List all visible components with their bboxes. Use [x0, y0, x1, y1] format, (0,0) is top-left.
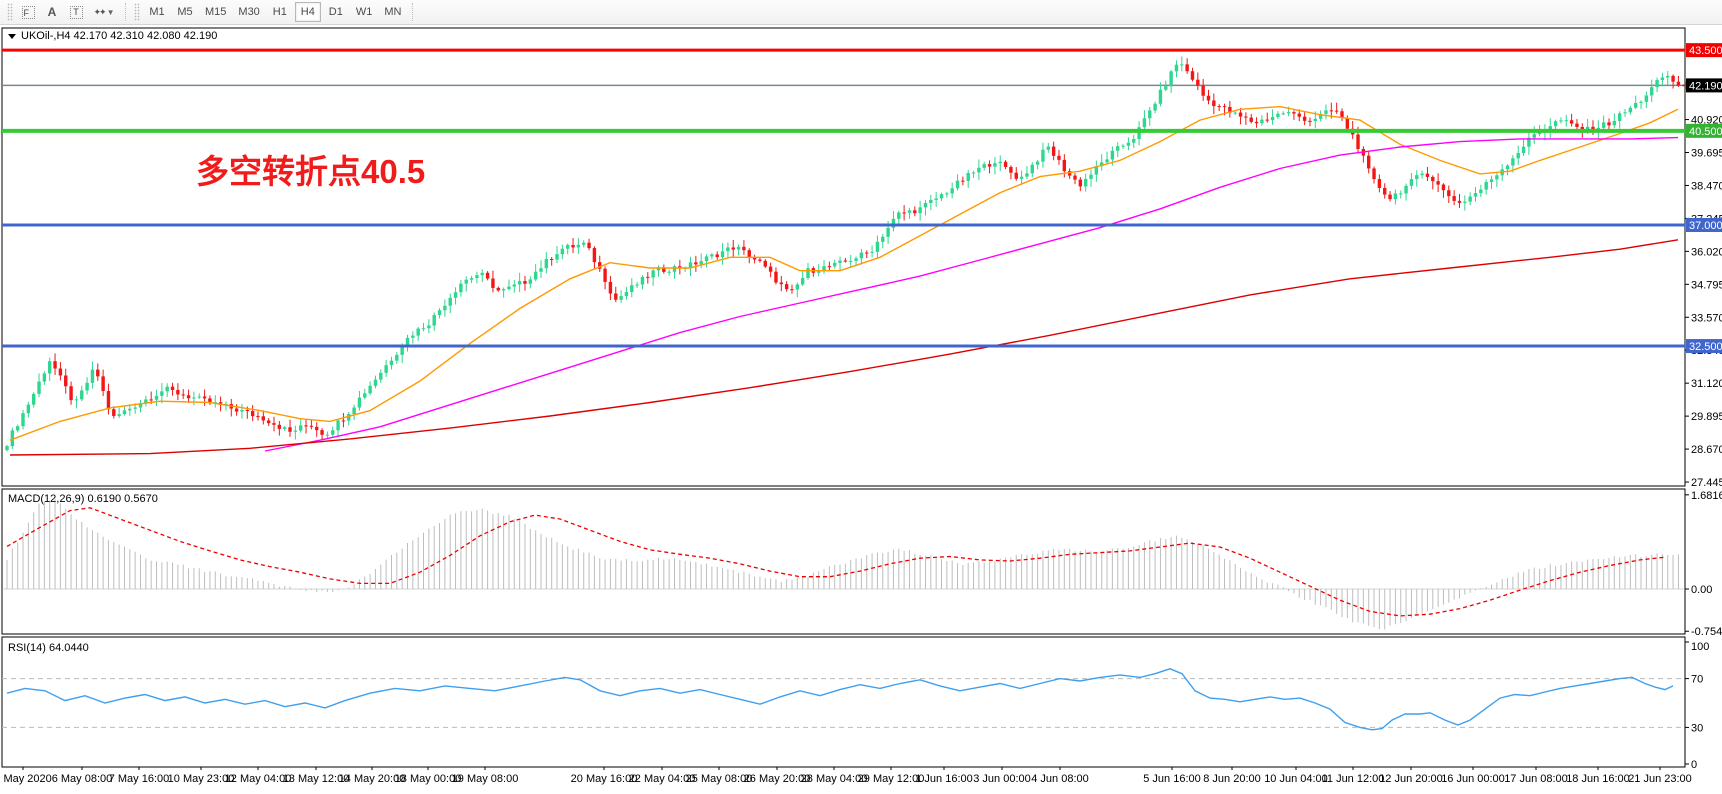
time-axis-label: 18 Jun 16:00: [1566, 773, 1630, 785]
macd-axis-label: 0.00: [1691, 584, 1712, 596]
shapes-dropdown-icon[interactable]: ✦✦ ▼: [93, 6, 115, 17]
time-axis-label: 1 Jun 16:00: [915, 773, 973, 785]
time-axis-label: 5 May 2020: [0, 773, 52, 785]
price-badge-label: 42.190: [1689, 80, 1722, 92]
macd-axis-label: 1.6816: [1691, 490, 1722, 502]
macd-pane-border: [1, 488, 1686, 635]
price-badge-40.500: [1686, 123, 1722, 138]
time-axis-label: 20 May 16:00: [571, 773, 638, 785]
timeframe-button-m15[interactable]: M15: [205, 6, 227, 18]
time-axis-label: 13 May 12:00: [283, 773, 350, 785]
time-axis-label: 10 Jun 04:00: [1264, 773, 1328, 785]
rsi-axis-label: 30: [1691, 722, 1703, 734]
chart-canvas[interactable]: UKOil-,H4 42.170 42.310 42.080 42.190 多空转…: [0, 25, 1722, 794]
price-badge-37.000: [1686, 218, 1722, 232]
time-axis-label: 25 May 08:00: [686, 773, 753, 785]
timeframe-button-h1[interactable]: H1: [272, 6, 287, 18]
time-axis-label: 16 Jun 00:00: [1441, 773, 1505, 785]
time-axis-label: 11 Jun 12:00: [1322, 773, 1385, 785]
chevron-down-icon: ▼: [106, 7, 115, 17]
text-a-icon[interactable]: A: [47, 5, 57, 19]
time-axis-label: 26 May 20:00: [744, 773, 811, 785]
time-axis-label: 8 Jun 20:00: [1203, 773, 1261, 785]
time-axis-label: 17 Jun 08:00: [1504, 773, 1568, 785]
text-label-icon[interactable]: T: [65, 2, 87, 22]
time-axis-label: 5 Jun 16:00: [1143, 773, 1201, 785]
macd-pane: MACD(12,26,9) 0.6190 0.5670 1.6816 0.00 -0.…: [2, 490, 1722, 638]
price-tick-label: 38.470: [1691, 180, 1722, 192]
price-tick-label: 31.120: [1691, 378, 1722, 390]
price-axis: 40.92039.69538.47037.24536.02034.79533.5…: [1685, 43, 1722, 489]
timeframe-button-w1[interactable]: W1: [355, 6, 373, 18]
price-tick-label: 29.895: [1691, 411, 1722, 423]
price-badge-label: 37.000: [1689, 220, 1722, 232]
price-tick-label: 40.920: [1691, 115, 1722, 127]
rsi-pane-border: [1, 636, 1686, 768]
timeframe-button-m5[interactable]: M5: [177, 6, 193, 18]
candles: [5, 56, 1681, 452]
timeframe-button-d1[interactable]: D1: [328, 6, 343, 18]
price-badge-32.500: [1686, 339, 1722, 354]
timeframe-button-m30[interactable]: M30: [238, 6, 260, 18]
toolbar-drag-handle[interactable]: [7, 3, 13, 21]
timeframe-button-mn[interactable]: MN: [384, 6, 402, 18]
annotation-text[interactable]: 多空转折点40.5: [196, 153, 425, 190]
rsi-axis-label: 100: [1691, 641, 1709, 653]
price-tick-label: 27.445: [1691, 477, 1722, 489]
ma-mid-magenta: [264, 136, 1679, 452]
symbol-ohlc-title: UKOil-,H4 42.170 42.310 42.080 42.190: [21, 30, 217, 42]
time-axis-label: 18 May 00:00: [395, 773, 462, 785]
macd-signal-line: [6, 507, 1666, 617]
rsi-pane: RSI(14) 64.0440 100 70 30 0: [2, 641, 1709, 771]
timeframe-button-m1[interactable]: M1: [149, 6, 165, 18]
price-tick-label: 36.020: [1691, 246, 1722, 258]
time-axis-label: 22 May 04:00: [629, 773, 696, 785]
price-badge-label: 32.500: [1689, 341, 1722, 353]
time-axis-label: 12 Jun 20:00: [1379, 773, 1443, 785]
time-axis-label: 6 May 08:00: [52, 773, 113, 785]
time-axis-label: 14 May 20:00: [339, 773, 406, 785]
time-axis-label: 19 May 08:00: [452, 773, 519, 785]
rsi-line: [6, 668, 1674, 731]
macd-axis-label: -0.7544: [1691, 626, 1722, 638]
main-toolbar: F A T ✦✦ ▼ M1 M5 M15 M30 H1 H4 D1 W1 MN: [0, 0, 1722, 25]
time-axis-label: 10 May 23:00: [168, 773, 235, 785]
toolbar-separator: [125, 3, 126, 21]
macd-label: MACD(12,26,9) 0.6190 0.5670: [8, 493, 158, 505]
time-axis-label: 3 Jun 00:00: [973, 773, 1031, 785]
time-axis-label: 7 May 16:00: [109, 773, 170, 785]
price-tick-label: 33.570: [1691, 312, 1722, 324]
toolbar-drag-handle[interactable]: [134, 3, 140, 21]
rsi-axis-label: 70: [1691, 674, 1703, 686]
price-pane: UKOil-,H4 42.170 42.310 42.080 42.190 多空转…: [2, 30, 1691, 456]
symbol-dropdown-icon[interactable]: [8, 34, 16, 39]
time-axis-label: 12 May 04:00: [225, 773, 292, 785]
toolbar-separator: [412, 3, 414, 21]
price-tick-label: 34.795: [1691, 279, 1722, 291]
ma-fast-orange: [9, 105, 1679, 441]
price-badge-label: 43.500: [1689, 45, 1722, 57]
time-axis-label: 21 Jun 23:00: [1628, 773, 1692, 785]
time-axis-label: 28 May 04:00: [801, 773, 868, 785]
price-badge-42.190: [1686, 78, 1722, 93]
time-axis-label: 4 Jun 08:00: [1031, 773, 1089, 785]
time-axis-label: 29 May 12:00: [858, 773, 925, 785]
price-badge-43.500: [1686, 43, 1722, 58]
price-tick-label: 39.695: [1691, 148, 1722, 160]
price-badge-label: 40.500: [1689, 126, 1722, 138]
rsi-label: RSI(14) 64.0440: [8, 642, 89, 654]
template-f-icon[interactable]: F: [17, 2, 39, 22]
timeframe-toolbar: M1 M5 M15 M30 H1 H4 D1 W1 MN: [143, 2, 407, 22]
rsi-axis-label: 0: [1691, 759, 1697, 771]
timeframe-button-h4[interactable]: H4: [294, 2, 321, 22]
ma-slow-red: [9, 239, 1679, 456]
price-tick-label: 28.670: [1691, 444, 1722, 456]
price-pane-border: [1, 27, 1686, 487]
